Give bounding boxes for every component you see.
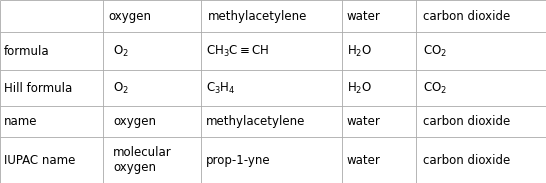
Text: Hill formula: Hill formula bbox=[4, 82, 73, 95]
Text: carbon dioxide: carbon dioxide bbox=[423, 115, 510, 128]
Text: $\mathregular{H_2O}$: $\mathregular{H_2O}$ bbox=[347, 44, 372, 59]
Text: formula: formula bbox=[4, 45, 50, 58]
Text: IUPAC name: IUPAC name bbox=[4, 154, 75, 167]
Text: $\mathregular{CH_3C{\equiv}CH}$: $\mathregular{CH_3C{\equiv}CH}$ bbox=[206, 44, 270, 59]
Text: carbon dioxide: carbon dioxide bbox=[423, 154, 510, 167]
Text: $\mathregular{O_2}$: $\mathregular{O_2}$ bbox=[113, 81, 129, 96]
Text: prop-1-yne: prop-1-yne bbox=[206, 154, 271, 167]
Text: water: water bbox=[347, 154, 381, 167]
Text: oxygen: oxygen bbox=[108, 10, 151, 23]
Text: methylacetylene: methylacetylene bbox=[208, 10, 307, 23]
Text: $\mathregular{CO_2}$: $\mathregular{CO_2}$ bbox=[423, 81, 447, 96]
Text: $\mathregular{C_3H_4}$: $\mathregular{C_3H_4}$ bbox=[206, 81, 236, 96]
Text: oxygen: oxygen bbox=[113, 115, 156, 128]
Text: carbon dioxide: carbon dioxide bbox=[423, 10, 510, 23]
Text: $\mathregular{H_2O}$: $\mathregular{H_2O}$ bbox=[347, 81, 372, 96]
Text: methylacetylene: methylacetylene bbox=[206, 115, 306, 128]
Text: molecular
oxygen: molecular oxygen bbox=[113, 146, 172, 174]
Text: water: water bbox=[347, 115, 381, 128]
Text: $\mathregular{O_2}$: $\mathregular{O_2}$ bbox=[113, 44, 129, 59]
Text: name: name bbox=[4, 115, 38, 128]
Text: water: water bbox=[346, 10, 380, 23]
Text: $\mathregular{CO_2}$: $\mathregular{CO_2}$ bbox=[423, 44, 447, 59]
